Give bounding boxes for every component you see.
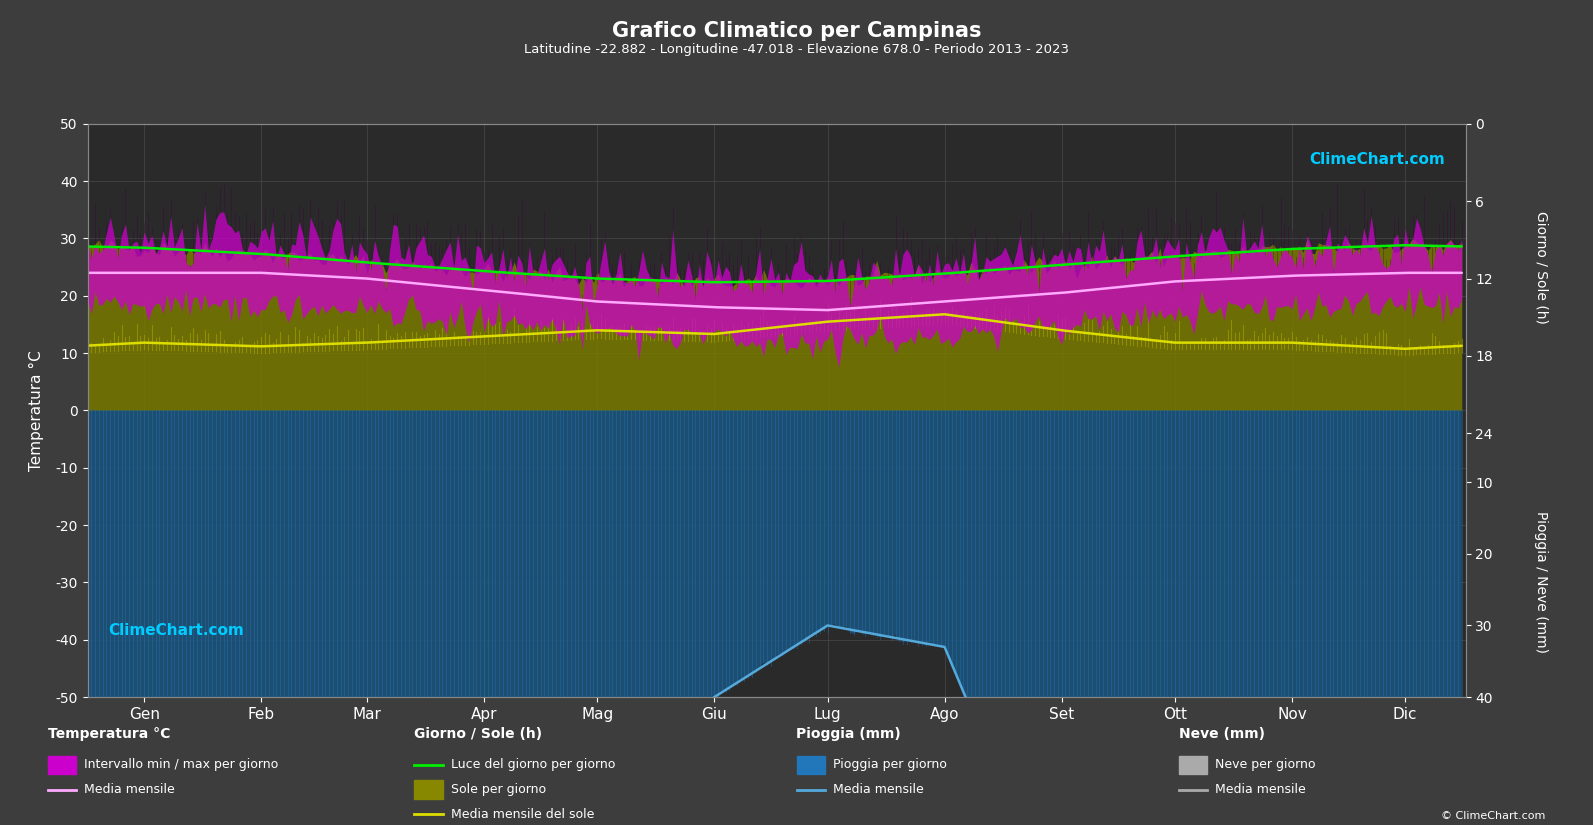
Text: ClimeChart.com: ClimeChart.com (1309, 153, 1445, 167)
Text: Pioggia (mm): Pioggia (mm) (796, 728, 902, 742)
Text: Giorno / Sole (h): Giorno / Sole (h) (1534, 210, 1548, 323)
Text: ClimeChart.com: ClimeChart.com (108, 623, 244, 638)
Text: © ClimeChart.com: © ClimeChart.com (1440, 811, 1545, 821)
Text: Media mensile: Media mensile (1215, 783, 1306, 796)
Text: Pioggia per giorno: Pioggia per giorno (833, 758, 946, 771)
Text: Grafico Climatico per Campinas: Grafico Climatico per Campinas (612, 21, 981, 40)
Text: Luce del giorno per giorno: Luce del giorno per giorno (451, 758, 615, 771)
Text: Intervallo min / max per giorno: Intervallo min / max per giorno (84, 758, 279, 771)
Text: Pioggia / Neve (mm): Pioggia / Neve (mm) (1534, 512, 1548, 653)
Text: Latitudine -22.882 - Longitudine -47.018 - Elevazione 678.0 - Periodo 2013 - 202: Latitudine -22.882 - Longitudine -47.018… (524, 43, 1069, 56)
Text: Media mensile: Media mensile (84, 783, 175, 796)
Text: Media mensile del sole: Media mensile del sole (451, 808, 594, 821)
Text: Neve (mm): Neve (mm) (1179, 728, 1265, 742)
Text: Temperatura °C: Temperatura °C (48, 728, 170, 742)
Text: Media mensile: Media mensile (833, 783, 924, 796)
Text: Sole per giorno: Sole per giorno (451, 783, 546, 796)
Text: Giorno / Sole (h): Giorno / Sole (h) (414, 728, 542, 742)
Y-axis label: Temperatura °C: Temperatura °C (29, 350, 45, 471)
Text: Neve per giorno: Neve per giorno (1215, 758, 1316, 771)
